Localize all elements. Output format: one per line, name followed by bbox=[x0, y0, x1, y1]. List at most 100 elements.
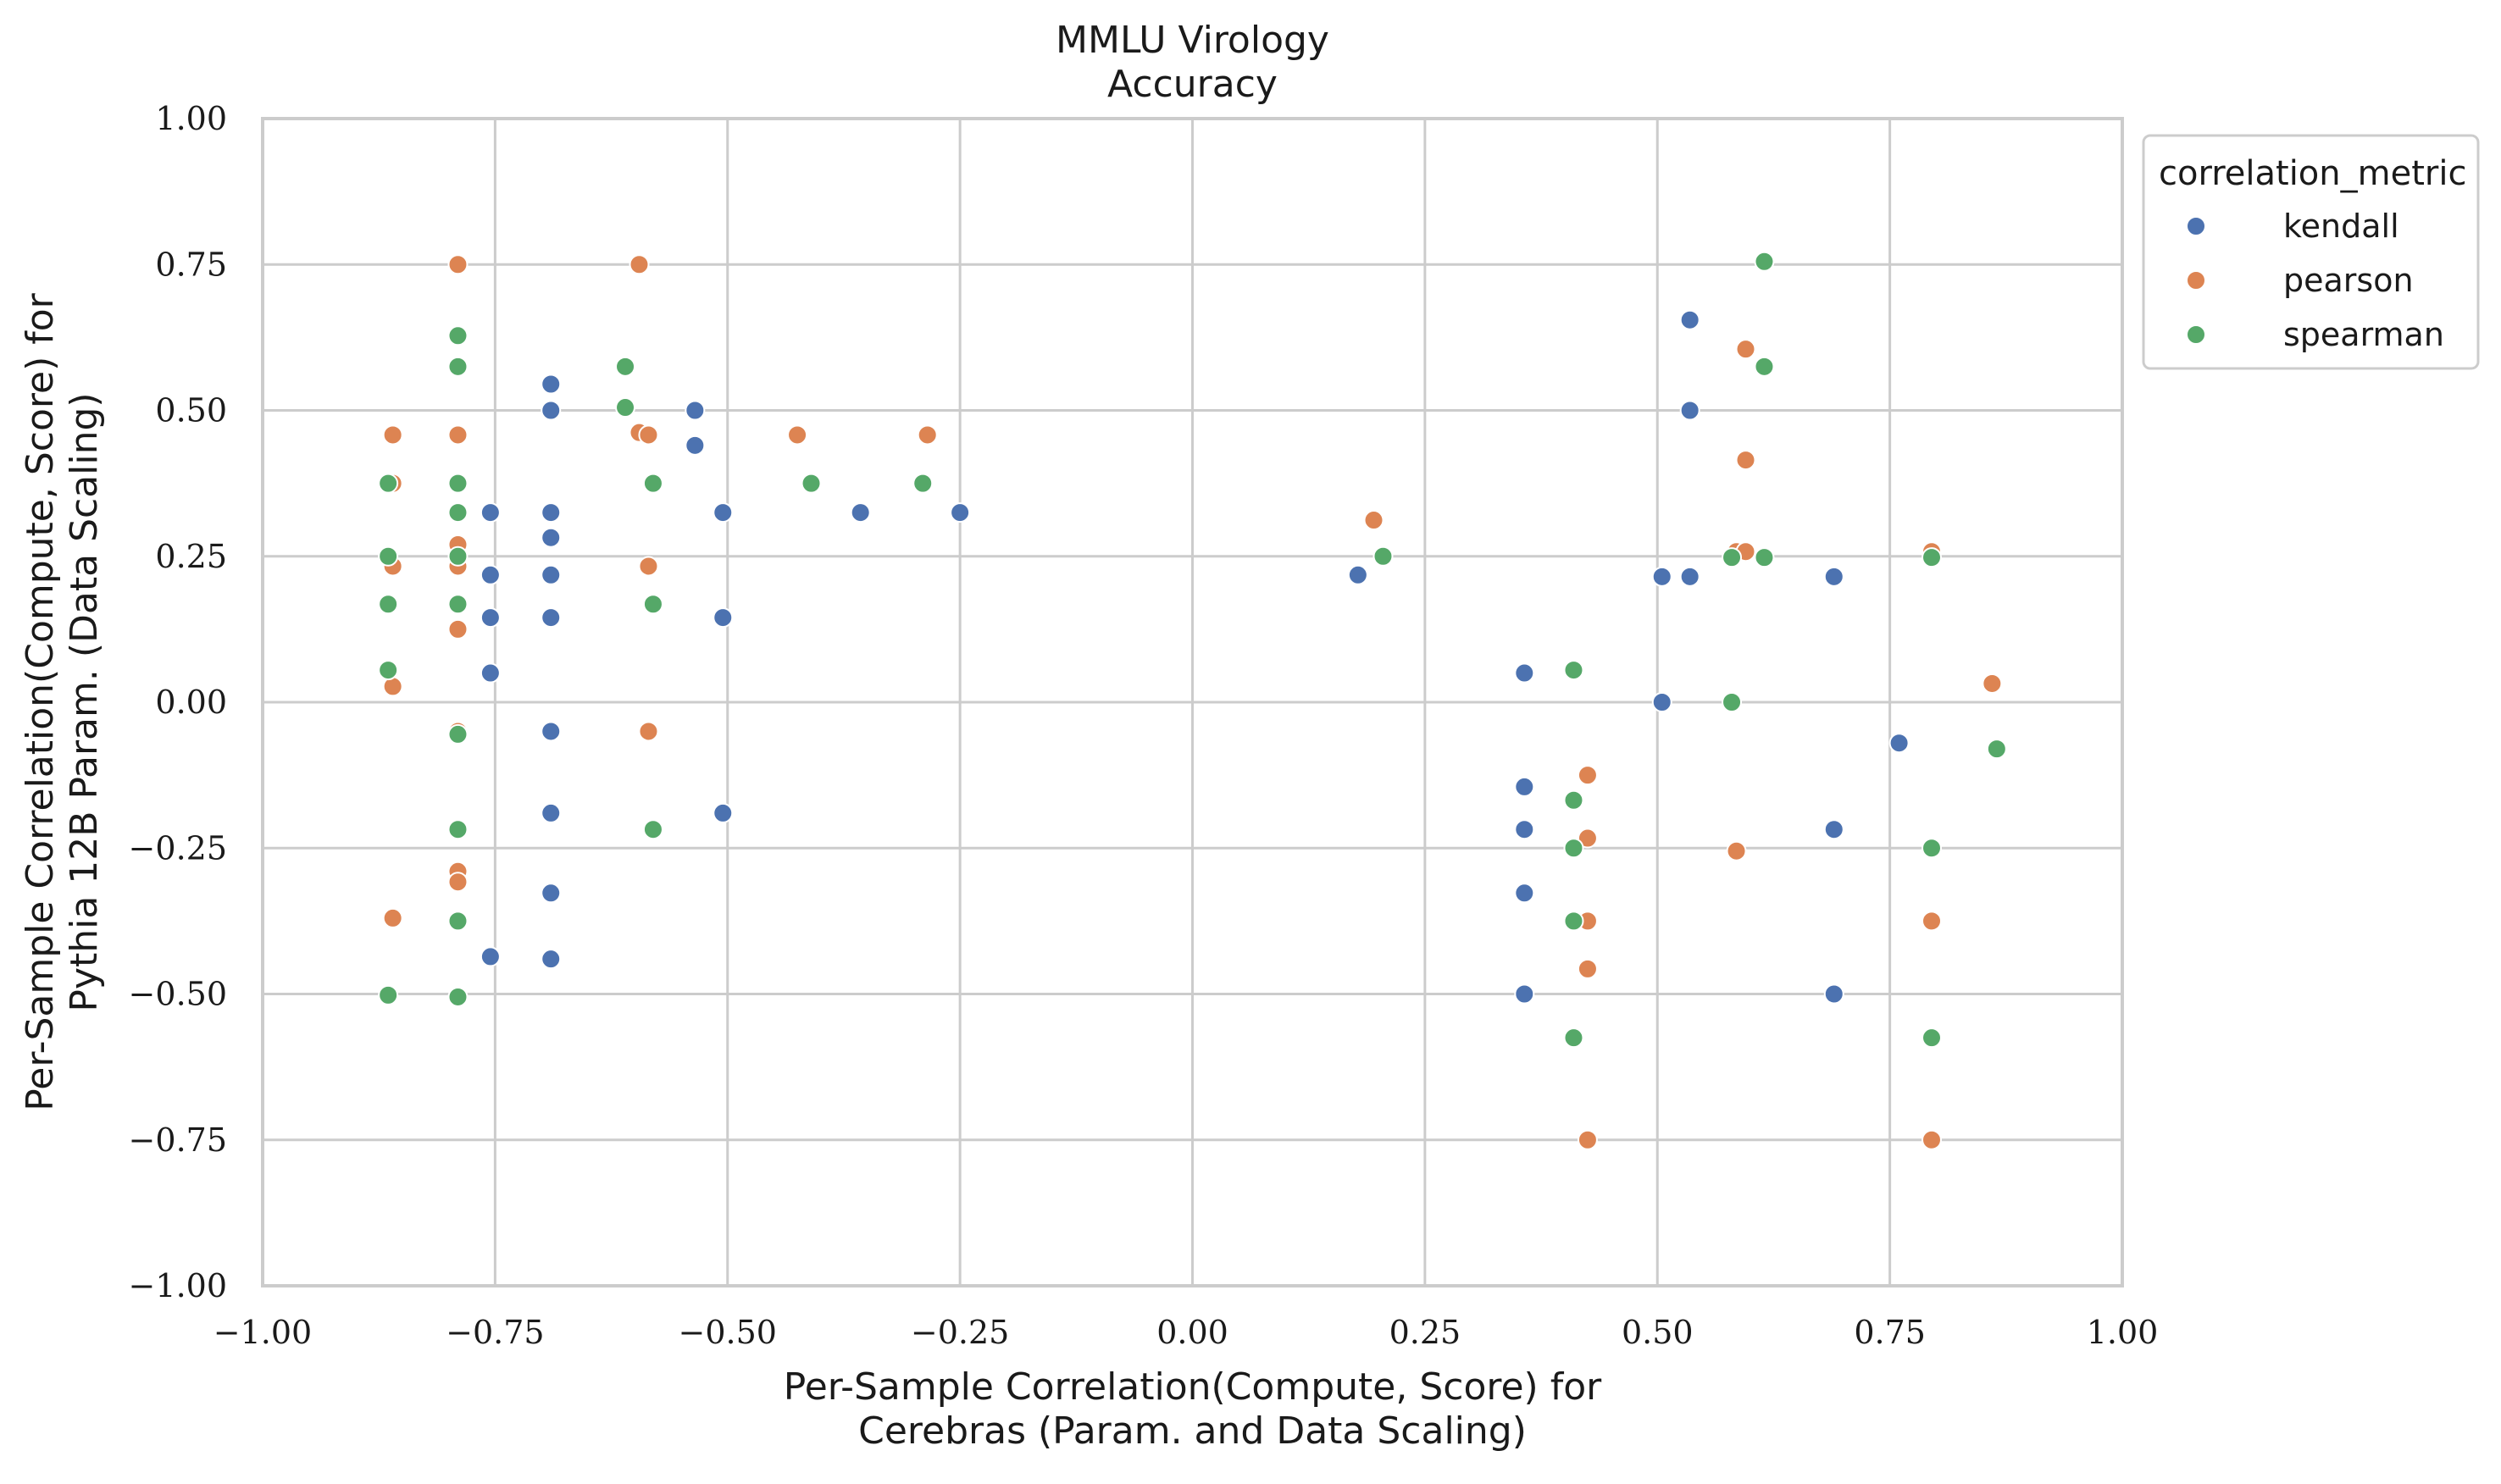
x-tick-label: −0.50 bbox=[679, 1314, 777, 1351]
point-spearman bbox=[1922, 547, 1943, 568]
point-spearman bbox=[447, 502, 469, 523]
point-spearman bbox=[1754, 251, 1775, 272]
point-kendall bbox=[541, 607, 562, 628]
point-spearman bbox=[1563, 789, 1584, 811]
point-kendall bbox=[541, 502, 562, 523]
chart-title-line: MMLU Virology bbox=[1056, 19, 1329, 62]
point-kendall bbox=[1888, 733, 1910, 754]
y-axis-label-line: Pythia 12B Param. (Data Scaling) bbox=[63, 392, 106, 1011]
point-spearman bbox=[615, 397, 636, 418]
point-kendall bbox=[480, 502, 501, 523]
x-tick-label: 0.50 bbox=[1622, 1314, 1694, 1351]
point-pearson bbox=[447, 424, 469, 446]
point-pearson bbox=[638, 556, 659, 577]
point-kendall bbox=[480, 662, 501, 684]
point-pearson bbox=[382, 907, 403, 928]
point-kendall bbox=[541, 802, 562, 823]
point-kendall bbox=[1679, 566, 1700, 587]
point-pearson bbox=[1577, 1129, 1598, 1150]
point-spearman bbox=[1563, 1027, 1584, 1049]
point-pearson bbox=[447, 254, 469, 275]
point-kendall bbox=[541, 564, 562, 585]
legend-marker-spearman bbox=[2186, 324, 2206, 345]
point-kendall bbox=[480, 946, 501, 967]
point-spearman bbox=[447, 356, 469, 377]
point-spearman bbox=[378, 473, 399, 494]
y-tick-label: 0.00 bbox=[155, 684, 227, 721]
legend-box bbox=[2142, 134, 2480, 370]
x-axis-label-line: Per-Sample Correlation(Compute, Score) f… bbox=[784, 1365, 1602, 1409]
point-kendall bbox=[480, 564, 501, 585]
point-kendall bbox=[713, 607, 734, 628]
point-pearson bbox=[1735, 450, 1756, 471]
point-spearman bbox=[447, 594, 469, 615]
point-kendall bbox=[850, 502, 871, 523]
point-pearson bbox=[1922, 1129, 1943, 1150]
point-spearman bbox=[1722, 547, 1743, 568]
point-spearman bbox=[447, 473, 469, 494]
point-kendall bbox=[541, 949, 562, 970]
point-spearman bbox=[378, 594, 399, 615]
point-kendall bbox=[541, 721, 562, 742]
point-spearman bbox=[378, 984, 399, 1005]
legend-marker-kendall bbox=[2186, 216, 2206, 236]
legend-title: correlation_metric bbox=[2159, 154, 2466, 193]
point-kendall bbox=[1347, 564, 1368, 585]
point-spearman bbox=[1372, 545, 1394, 567]
point-kendall bbox=[950, 502, 971, 523]
y-tick-label: 0.50 bbox=[155, 392, 227, 429]
point-spearman bbox=[642, 594, 663, 615]
legend-marker-pearson bbox=[2186, 270, 2206, 291]
y-tick-label: −0.50 bbox=[129, 976, 227, 1013]
point-spearman bbox=[447, 545, 469, 567]
point-pearson bbox=[787, 424, 808, 446]
point-pearson bbox=[1577, 958, 1598, 979]
point-pearson bbox=[1982, 673, 2003, 694]
point-kendall bbox=[1823, 566, 1844, 587]
point-kendall bbox=[1514, 776, 1535, 797]
point-pearson bbox=[1577, 765, 1598, 786]
point-spearman bbox=[1563, 660, 1584, 681]
point-kendall bbox=[541, 527, 562, 548]
x-axis-label-line: Cerebras (Param. and Data Scaling) bbox=[858, 1409, 1527, 1453]
point-spearman bbox=[1922, 1027, 1943, 1049]
point-spearman bbox=[378, 545, 399, 567]
point-spearman bbox=[642, 819, 663, 840]
chart-title-line: Accuracy bbox=[1107, 63, 1278, 106]
x-tick-label: −0.25 bbox=[911, 1314, 1009, 1351]
point-kendall bbox=[541, 883, 562, 904]
point-pearson bbox=[1577, 828, 1598, 849]
points-layer bbox=[378, 251, 2007, 1150]
point-spearman bbox=[1754, 356, 1775, 377]
point-kendall bbox=[541, 400, 562, 421]
point-spearman bbox=[447, 986, 469, 1007]
point-pearson bbox=[1735, 339, 1756, 360]
point-spearman bbox=[1563, 838, 1584, 859]
point-pearson bbox=[1726, 840, 1747, 861]
point-kendall bbox=[480, 607, 501, 628]
point-kendall bbox=[1514, 819, 1535, 840]
point-spearman bbox=[447, 911, 469, 932]
y-tick-label: −0.75 bbox=[129, 1121, 227, 1159]
point-kendall bbox=[1514, 883, 1535, 904]
point-kendall bbox=[1679, 400, 1700, 421]
x-tick-label: 0.75 bbox=[1854, 1314, 1926, 1351]
legend-label-spearman: spearman bbox=[2283, 316, 2444, 353]
point-spearman bbox=[447, 819, 469, 840]
y-tick-label: 0.75 bbox=[155, 246, 227, 283]
point-spearman bbox=[378, 660, 399, 681]
point-kendall bbox=[1651, 566, 1672, 587]
point-pearson bbox=[1363, 510, 1384, 531]
point-spearman bbox=[1754, 547, 1775, 568]
point-kendall bbox=[1651, 692, 1672, 712]
y-tick-label: 0.25 bbox=[155, 538, 227, 575]
frame-layer bbox=[261, 117, 2124, 1287]
point-pearson bbox=[447, 872, 469, 893]
point-kendall bbox=[1823, 819, 1844, 840]
y-tick-label: −1.00 bbox=[129, 1267, 227, 1304]
point-kendall bbox=[1823, 983, 1844, 1005]
point-kendall bbox=[685, 435, 706, 456]
